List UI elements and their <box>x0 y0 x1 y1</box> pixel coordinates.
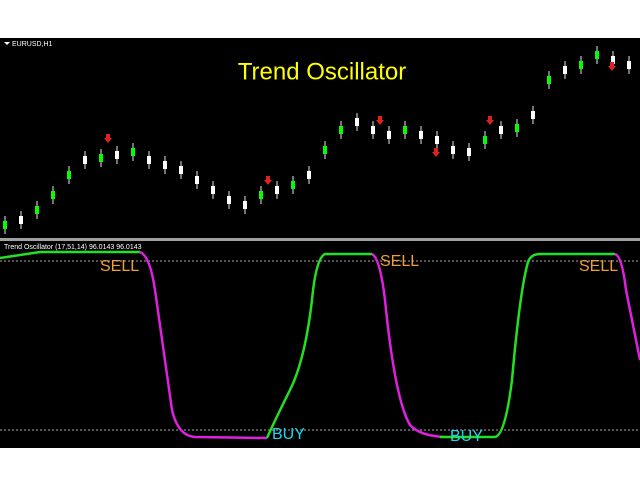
oscillator-up <box>440 252 615 439</box>
oscillator-line <box>0 250 640 440</box>
oscillator-up <box>265 252 372 439</box>
panel-separator <box>0 238 640 241</box>
menu-arrow <box>4 42 10 45</box>
oscillator-down <box>371 252 446 439</box>
oscillator-down <box>614 252 640 361</box>
symbol-label: EURUSD,H1 <box>12 41 53 48</box>
sell-signal: SELL <box>380 253 419 270</box>
oscillator-down <box>139 250 268 440</box>
oscillator-up <box>0 250 140 260</box>
sell-signal: SELL <box>100 258 139 275</box>
sell-signal: SELL <box>579 258 618 275</box>
indicator-label: Trend Oscillator (17,51,14) 96.0143 96.0… <box>4 244 142 251</box>
buy-signal: BUY <box>450 428 483 445</box>
chart-title: Trend Oscillator <box>238 58 407 85</box>
buy-signal: BUY <box>272 426 305 443</box>
